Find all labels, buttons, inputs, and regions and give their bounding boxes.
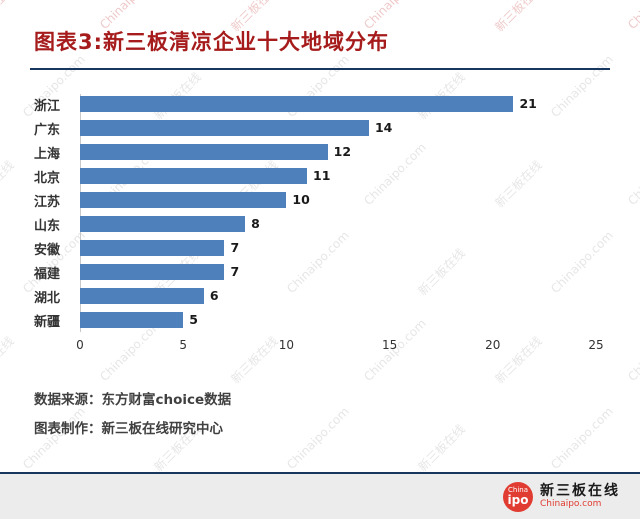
x-tick-label: 15 [381, 338, 398, 352]
source-notes: 数据来源：东方财富choice数据 图表制作：新三板在线研究中心 [34, 388, 640, 437]
x-tick-label: 25 [588, 338, 604, 352]
category-label: 广东 [34, 122, 61, 138]
bar-track: 10 [80, 192, 596, 208]
chart-row: 福建 7 [34, 260, 596, 284]
category-label: 湖北 [34, 290, 61, 306]
value-label: 10 [292, 192, 310, 207]
value-label: 14 [374, 120, 393, 135]
footer-bar: China ipo 新三板在线 Chinaipo.com [0, 474, 640, 519]
chart-row: 浙江 21 [34, 92, 596, 116]
category-label: 浙江 [34, 98, 61, 114]
bar-track: 11 [80, 168, 596, 184]
data-source-note: 数据来源：东方财富choice数据 [34, 392, 232, 408]
bar-track: 21 [80, 96, 596, 112]
chart-row: 新疆 5 [34, 308, 596, 332]
bar-track: 7 [80, 264, 596, 280]
value-label: 6 [209, 288, 219, 303]
chart-body: 浙江 21 广东 14 上海 12 北京 11 江苏 10 山东 8 安徽 7 福建 7 湖北 6 新疆 5 [34, 92, 596, 332]
bar-track: 8 [80, 216, 596, 232]
x-tick-label: 5 [179, 338, 188, 352]
bar-chart: 浙江 21 广东 14 上海 12 北京 11 江苏 10 山东 8 安徽 7 福建 7 湖北 6 新疆 5 0 5 10… [34, 92, 604, 358]
y-axis-line [80, 94, 81, 332]
bar-track: 7 [80, 240, 596, 256]
x-axis-ticks: 0 5 10 15 20 25 [76, 338, 603, 358]
x-tick-label: 10 [278, 338, 295, 352]
chart-row: 上海 12 [34, 140, 596, 164]
chart-row: 山东 8 [34, 212, 596, 236]
chinaipo-logo-icon: China ipo [503, 481, 533, 512]
bar-track: 14 [80, 120, 596, 136]
brand-site: Chinaipo.com [540, 499, 602, 510]
category-label: 江苏 [34, 194, 61, 210]
bar-track: 6 [80, 288, 596, 304]
chart-title: 图表3:新三板清凉企业十大地域分布 [34, 30, 390, 54]
category-label: 福建 [34, 266, 61, 282]
chart-row: 江苏 10 [34, 188, 596, 212]
footer-divider [0, 472, 640, 474]
x-tick-label: 20 [485, 338, 501, 352]
bar [80, 120, 369, 136]
bar [80, 240, 225, 256]
brand-logo: China ipo 新三板在线 Chinaipo.com [503, 481, 620, 512]
category-label: 新疆 [34, 314, 61, 330]
bar [80, 144, 328, 160]
category-label: 北京 [34, 170, 61, 186]
title-divider [30, 68, 610, 70]
bar [80, 192, 287, 208]
category-label: 上海 [34, 146, 61, 162]
bar [80, 216, 246, 232]
chart-row: 北京 11 [34, 164, 596, 188]
value-label: 8 [251, 216, 260, 231]
bar [80, 264, 225, 280]
chart-maker-note: 图表制作：新三板在线研究中心 [34, 421, 223, 437]
bar [80, 168, 308, 184]
value-label: 12 [333, 144, 352, 159]
bar [80, 312, 184, 328]
value-label: 21 [519, 96, 537, 111]
logo-circle-bottom-text: ipo [507, 493, 529, 508]
chart-row: 广东 14 [34, 116, 596, 140]
chart-row: 安徽 7 [34, 236, 596, 260]
value-label: 7 [230, 264, 240, 279]
bar [80, 96, 514, 112]
category-label: 山东 [34, 218, 61, 234]
chart-rows: 浙江 21 广东 14 上海 12 北京 11 江苏 10 山东 8 安徽 7 福建 7 湖北 6 新疆 5 [34, 92, 596, 332]
chart-row: 湖北 6 [34, 284, 596, 308]
bar [80, 288, 204, 304]
value-label: 11 [313, 168, 331, 183]
brand-name: 新三板在线 [540, 483, 620, 500]
x-tick-label: 0 [76, 338, 84, 352]
bar-track: 5 [80, 312, 596, 328]
logo-circle-top-text: China [508, 485, 528, 494]
category-label: 安徽 [34, 242, 61, 258]
brand-text: 新三板在线 Chinaipo.com [540, 483, 620, 509]
bar-track: 12 [80, 144, 596, 160]
value-label: 5 [189, 312, 198, 327]
value-label: 7 [230, 240, 240, 255]
